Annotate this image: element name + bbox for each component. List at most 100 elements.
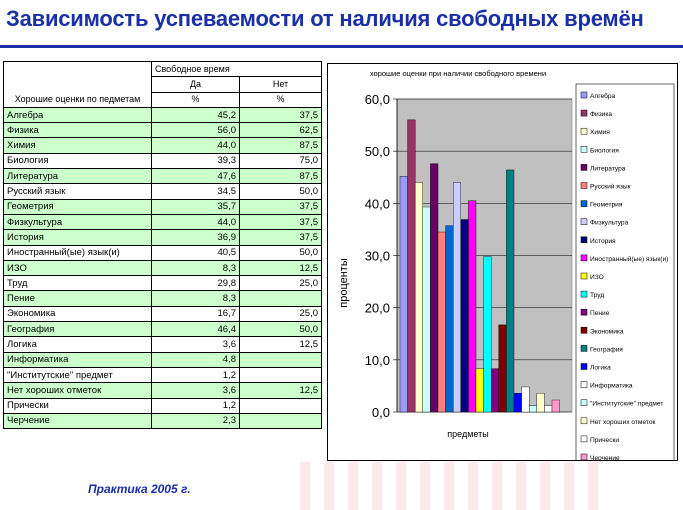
- subject-cell: Прически: [3, 397, 152, 414]
- chart-xlabel: предметы: [447, 429, 488, 439]
- table-row: География 46,4 50,0: [3, 321, 323, 338]
- table-row: Прически 1,2: [3, 397, 323, 414]
- yes-cell: 3,6: [151, 382, 240, 399]
- yes-cell: 44,0: [151, 137, 240, 154]
- subject-cell: История: [3, 229, 152, 246]
- legend-swatch: [580, 236, 588, 244]
- subject-cell: Геометрия: [3, 198, 152, 215]
- yes-cell: 1,2: [151, 397, 240, 414]
- legend-label: Алгебра: [590, 92, 616, 100]
- bar: [513, 393, 522, 413]
- no-cell: 37,5: [238, 213, 323, 231]
- bar: [430, 163, 439, 413]
- yes-cell: 45,2: [151, 106, 240, 124]
- yes-cell: 56,0: [151, 122, 240, 139]
- subject-cell: Пение: [3, 290, 152, 307]
- bar: [399, 176, 408, 413]
- no-cell: 12,5: [238, 336, 323, 353]
- legend-label: История: [590, 238, 616, 245]
- table-row: Физкультура 44,0 37,5: [3, 213, 323, 231]
- subject-cell: Химия: [3, 137, 152, 154]
- background-watermark: [300, 462, 600, 510]
- no-cell: [238, 290, 323, 307]
- legend-swatch: [580, 453, 588, 460]
- bar: [437, 231, 446, 413]
- legend-box: [575, 83, 675, 460]
- legend-label: "Институтские" предмет: [590, 401, 663, 408]
- bar: [498, 324, 507, 413]
- table-row: ИЗО 8,3 12,5: [3, 259, 323, 277]
- bar: [536, 393, 545, 413]
- table-row: Геометрия 35,7 37,5: [3, 198, 323, 215]
- y-tick-label: 40,0: [365, 196, 390, 211]
- bar: [528, 405, 537, 413]
- legend-label: Биология: [590, 147, 619, 154]
- subject-cell: Литература: [3, 168, 152, 185]
- slide-title: Зависимость успеваемости от наличия своб…: [6, 6, 644, 31]
- bar: [468, 200, 477, 413]
- no-cell: 87,5: [238, 137, 323, 154]
- bar: [422, 206, 431, 413]
- bar: [445, 225, 454, 413]
- bar: [475, 368, 484, 413]
- no-cell: [238, 397, 323, 414]
- yes-cell: 8,3: [151, 259, 240, 277]
- chart-ylabel: проценты: [338, 258, 350, 308]
- bar: [452, 182, 461, 413]
- no-cell: 12,5: [238, 382, 323, 399]
- yes-cell: 36,9: [151, 229, 240, 246]
- legend-swatch: [580, 182, 588, 189]
- no-cell: [238, 351, 323, 368]
- yes-cell: 16,7: [151, 305, 240, 323]
- yes-cell: 46,4: [151, 321, 240, 338]
- yes-cell: 8,3: [151, 290, 240, 307]
- no-cell: 37,5: [238, 229, 323, 246]
- yes-cell: 4,8: [151, 351, 240, 368]
- legend-label: Черчение: [590, 455, 620, 460]
- legend-swatch: [580, 290, 588, 298]
- yes-cell: 1,2: [151, 366, 240, 384]
- legend-label: Нет хороших отметок: [590, 419, 656, 426]
- legend-swatch: [580, 146, 588, 153]
- legend-label: Физкультура: [590, 220, 629, 227]
- no-cell: 25,0: [238, 275, 323, 292]
- bar: [483, 256, 492, 413]
- legend-swatch: [580, 399, 588, 406]
- y-tick-label: 60,0: [365, 92, 390, 107]
- chart-title: хорошие оценки при наличии свободного вр…: [370, 69, 546, 78]
- legend-swatch: [580, 435, 588, 443]
- yes-cell: 34,5: [151, 183, 240, 200]
- legend-label: Иностранный(ые) язык(и): [590, 255, 668, 263]
- table-row: История 36,9 37,5: [3, 229, 323, 246]
- subject-cell: Нет хороших отметок: [3, 382, 152, 399]
- header-no: Нет: [238, 76, 323, 93]
- bar: [414, 182, 423, 413]
- legend-swatch: [580, 272, 588, 280]
- subject-cell: "Институтские" предмет: [3, 366, 152, 384]
- table-row: Информатика 4,8: [3, 351, 323, 368]
- legend-label: Литература: [590, 165, 626, 172]
- subject-cell: Физика: [3, 122, 152, 139]
- legend-swatch: [580, 164, 588, 171]
- legend-label: Прически: [590, 437, 619, 444]
- legend-swatch: [580, 327, 588, 334]
- y-tick-label: 30,0: [365, 249, 390, 264]
- yes-cell: 40,5: [151, 244, 240, 261]
- legend-label: Труд: [590, 292, 604, 299]
- legend-swatch: [580, 109, 588, 117]
- subject-cell: Алгебра: [3, 106, 152, 124]
- legend-swatch: [580, 127, 588, 135]
- table-row: Химия 44,0 87,5: [3, 137, 323, 154]
- subject-cell: Черчение: [3, 412, 152, 430]
- header-unit-no: %: [238, 91, 323, 108]
- legend-label: Геометрия: [590, 202, 623, 209]
- plot-area: 0,0 10,0 20,0 30,0 40,0 50,0 60,0: [365, 92, 573, 420]
- table-row: Биология 39,3 75,0: [3, 152, 323, 170]
- bar: [506, 169, 515, 413]
- yes-cell: 35,7: [151, 198, 240, 215]
- yes-cell: 29,8: [151, 275, 240, 292]
- table-row: Иностранный(ые) язык(и) 40,5 50,0: [3, 244, 323, 261]
- bar: [490, 368, 499, 413]
- legend-swatch: [580, 381, 588, 388]
- no-cell: 12,5: [238, 259, 323, 277]
